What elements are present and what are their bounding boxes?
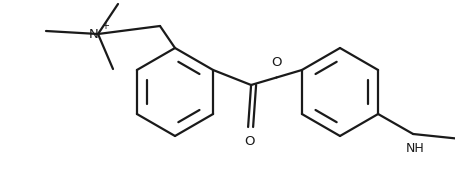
Text: O: O [244,135,254,148]
Text: O: O [271,56,282,68]
Text: +: + [101,21,109,31]
Text: NH: NH [406,142,425,155]
Text: N: N [89,27,99,41]
